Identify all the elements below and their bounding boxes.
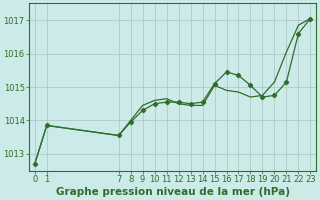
X-axis label: Graphe pression niveau de la mer (hPa): Graphe pression niveau de la mer (hPa) [56, 187, 290, 197]
